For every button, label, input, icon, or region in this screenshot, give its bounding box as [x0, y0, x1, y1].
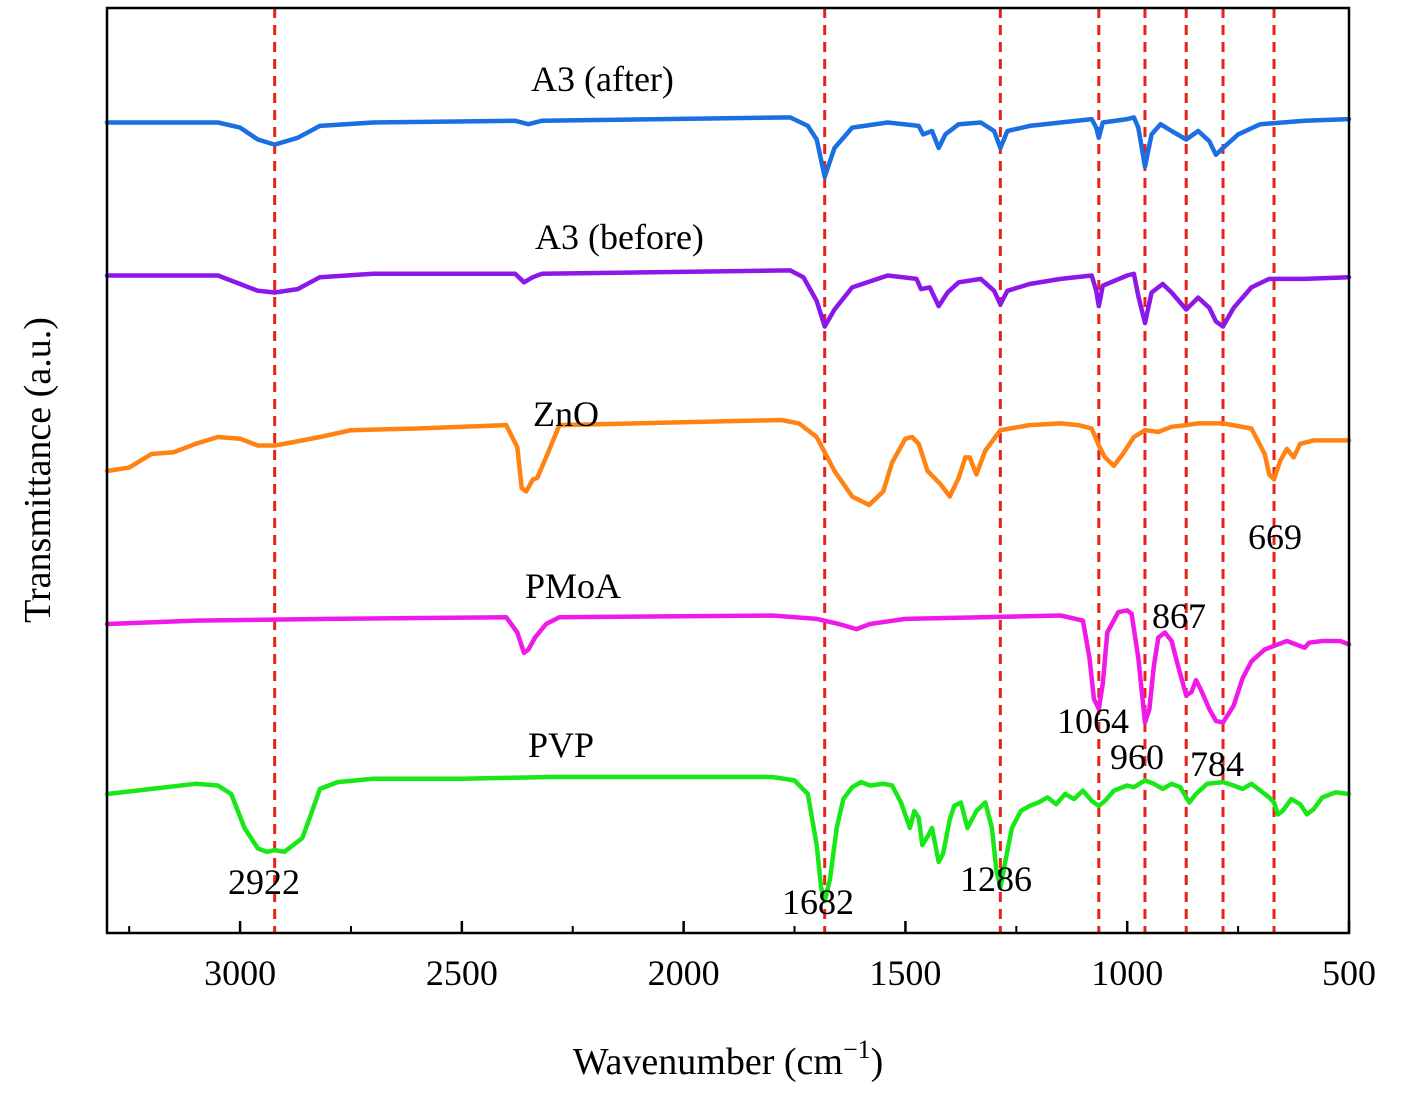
plot-frame — [105, 6, 1351, 935]
spectra — [104, 115, 1352, 904]
reference-lines — [273, 8, 1276, 933]
peak-label-1064: 1064 — [1057, 701, 1129, 741]
series-line-pvp — [104, 774, 1352, 904]
series-label-zno: ZnO — [533, 394, 599, 434]
series-label-a3-before: A3 (before) — [535, 217, 704, 257]
x-axis-title-sup: −1 — [843, 1035, 871, 1064]
series-label-pvp: PVP — [528, 725, 594, 765]
series-line-a3-after — [104, 115, 1352, 180]
peak-label-2922: 2922 — [228, 862, 300, 902]
x-tick-label-500: 500 — [1322, 953, 1376, 993]
x-axis-title-close: ) — [871, 1041, 884, 1083]
x-tick-label-1500: 1500 — [869, 953, 941, 993]
peak-label-960: 960 — [1110, 737, 1164, 777]
x-tick-label-2000: 2000 — [648, 953, 720, 993]
peak-label-784: 784 — [1190, 744, 1244, 784]
peak-label-1682: 1682 — [782, 882, 854, 922]
peak-label-1286: 1286 — [960, 859, 1032, 899]
x-axis: 3000 2500 2000 1500 1000 500 — [128, 921, 1376, 993]
series-line-a3-before — [104, 268, 1352, 329]
series-label-pmoa: PMoA — [525, 566, 621, 606]
peak-label-867: 867 — [1152, 596, 1206, 636]
x-axis-title-main: Wavenumber (cm — [573, 1041, 843, 1083]
series-label-a3-after: A3 (after) — [531, 59, 674, 99]
x-tick-label-2500: 2500 — [426, 953, 498, 993]
y-axis-title: Transmittance (a.u.) — [17, 317, 59, 623]
peak-label-669: 669 — [1248, 517, 1302, 557]
series-line-pmoa — [104, 608, 1352, 725]
series-line-zno — [104, 417, 1352, 508]
x-tick-label-1000: 1000 — [1091, 953, 1163, 993]
x-axis-title: Wavenumber (cm−1) — [573, 1035, 884, 1083]
x-tick-label-3000: 3000 — [204, 953, 276, 993]
